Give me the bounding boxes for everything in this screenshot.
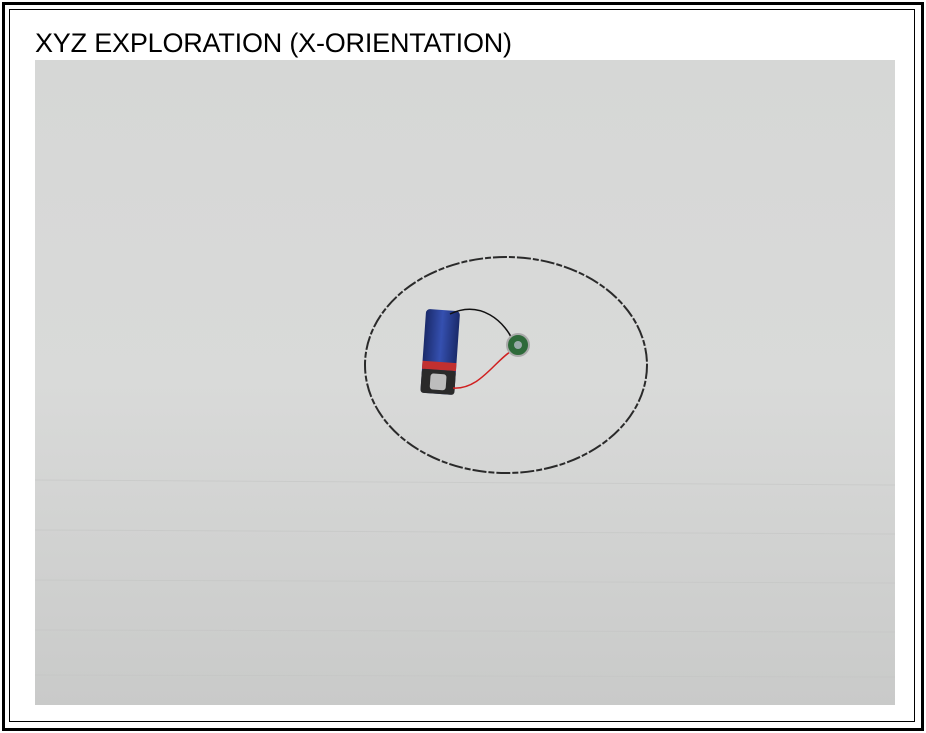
sensor-center bbox=[514, 341, 522, 349]
surface bbox=[35, 60, 895, 705]
page: {"title": "XYZ EXPLORATION (X-ORIENTATIO… bbox=[0, 0, 926, 733]
photo bbox=[35, 60, 895, 705]
battery bbox=[420, 309, 460, 395]
slide-title: XYZ EXPLORATION (X-ORIENTATION) bbox=[35, 28, 512, 59]
